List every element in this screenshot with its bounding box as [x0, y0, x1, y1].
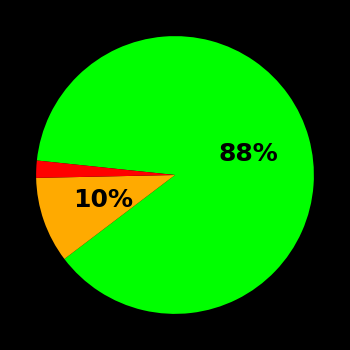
Text: 88%: 88%: [219, 142, 279, 167]
Wedge shape: [37, 36, 314, 314]
Text: 10%: 10%: [73, 188, 133, 212]
Wedge shape: [36, 175, 175, 259]
Wedge shape: [36, 161, 175, 178]
